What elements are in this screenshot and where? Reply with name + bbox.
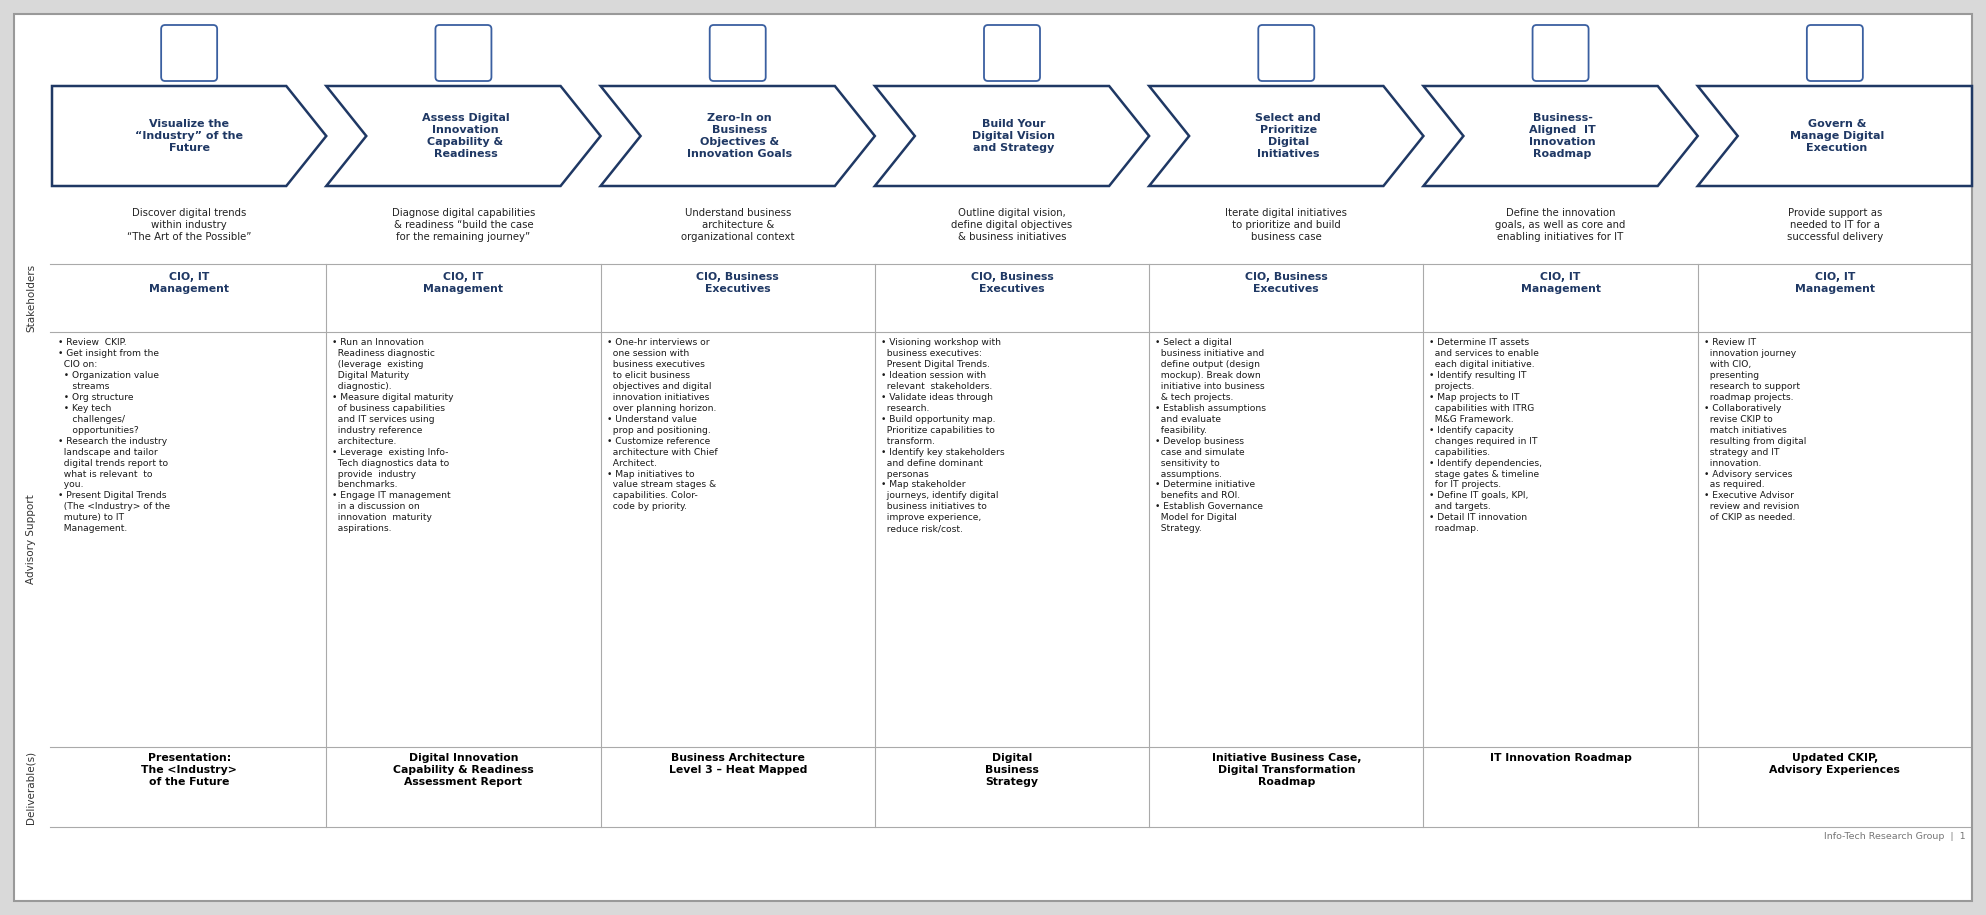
Text: • One-hr interviews or
  one session with
  business executives
  to elicit busi: • One-hr interviews or one session with …: [606, 338, 717, 511]
Text: • Review  CKIP.
• Get insight from the
  CIO on:
  • Organization value
     str: • Review CKIP. • Get insight from the CI…: [58, 338, 171, 533]
Text: CIO, Business
Executives: CIO, Business Executives: [971, 272, 1053, 295]
Text: Visualize the
“Industry” of the
Future: Visualize the “Industry” of the Future: [135, 119, 242, 153]
Text: Outline digital vision,
define digital objectives
& business initiatives: Outline digital vision, define digital o…: [951, 208, 1072, 242]
Text: Business-
Aligned  IT
Innovation
Roadmap: Business- Aligned IT Innovation Roadmap: [1529, 113, 1597, 159]
Polygon shape: [600, 86, 876, 186]
Text: Zero-In on
Business
Objectives &
Innovation Goals: Zero-In on Business Objectives & Innovat…: [687, 113, 792, 159]
Text: Iterate digital initiatives
to prioritize and build
business case: Iterate digital initiatives to prioritiz…: [1225, 208, 1347, 242]
Text: CIO, IT
Management: CIO, IT Management: [1521, 272, 1601, 295]
Text: Discover digital trends
within industry
“The Art of the Possible”: Discover digital trends within industry …: [127, 208, 252, 242]
Text: Understand business
architecture &
organizational context: Understand business architecture & organ…: [681, 208, 794, 242]
Text: Build Your
Digital Vision
and Strategy: Build Your Digital Vision and Strategy: [973, 119, 1055, 153]
Text: Define the innovation
goals, as well as core and
enabling initiatives for IT: Define the innovation goals, as well as …: [1495, 208, 1627, 242]
Text: CIO, Business
Executives: CIO, Business Executives: [697, 272, 779, 295]
Text: • Select a digital
  business initiative and
  define output (design
  mockup). : • Select a digital business initiative a…: [1156, 338, 1267, 533]
Text: Digital Innovation
Capability & Readiness
Assessment Report: Digital Innovation Capability & Readines…: [393, 753, 534, 787]
Text: Stakeholders: Stakeholders: [26, 264, 36, 332]
FancyBboxPatch shape: [14, 14, 1972, 901]
Text: IT Innovation Roadmap: IT Innovation Roadmap: [1490, 753, 1632, 763]
Text: Digital
Business
Strategy: Digital Business Strategy: [985, 753, 1039, 787]
Text: • Determine IT assets
  and services to enable
  each digital initiative.
• Iden: • Determine IT assets and services to en…: [1430, 338, 1543, 533]
Text: CIO, IT
Management: CIO, IT Management: [423, 272, 502, 295]
Text: Govern &
Manage Digital
Execution: Govern & Manage Digital Execution: [1789, 119, 1885, 153]
Text: Diagnose digital capabilities
& readiness “build the case
for the remaining jour: Diagnose digital capabilities & readines…: [391, 208, 534, 242]
Text: Updated CKIP,
Advisory Experiences: Updated CKIP, Advisory Experiences: [1770, 753, 1901, 775]
FancyBboxPatch shape: [983, 25, 1041, 81]
FancyBboxPatch shape: [709, 25, 767, 81]
FancyBboxPatch shape: [1807, 25, 1863, 81]
Text: CIO, IT
Management: CIO, IT Management: [1795, 272, 1875, 295]
FancyBboxPatch shape: [1533, 25, 1589, 81]
Text: Initiative Business Case,
Digital Transformation
Roadmap: Initiative Business Case, Digital Transf…: [1211, 753, 1360, 787]
Text: Assess Digital
Innovation
Capability &
Readiness: Assess Digital Innovation Capability & R…: [421, 113, 508, 159]
Polygon shape: [1150, 86, 1424, 186]
FancyBboxPatch shape: [1259, 25, 1315, 81]
Text: • Visioning workshop with
  business executives:
  Present Digital Trends.
• Ide: • Visioning workshop with business execu…: [882, 338, 1005, 533]
Polygon shape: [52, 86, 326, 186]
Polygon shape: [1698, 86, 1972, 186]
FancyBboxPatch shape: [161, 25, 216, 81]
Polygon shape: [326, 86, 600, 186]
Polygon shape: [1424, 86, 1698, 186]
Text: CIO, Business
Executives: CIO, Business Executives: [1245, 272, 1329, 295]
Text: • Review IT
  innovation journey
  with CIO,
  presenting
  research to support
: • Review IT innovation journey with CIO,…: [1704, 338, 1805, 522]
Text: Deliverable(s): Deliverable(s): [26, 750, 36, 824]
FancyBboxPatch shape: [435, 25, 491, 81]
Text: CIO, IT
Management: CIO, IT Management: [149, 272, 228, 295]
Polygon shape: [876, 86, 1150, 186]
Text: Advisory Support: Advisory Support: [26, 495, 36, 585]
Text: Info-Tech Research Group  |  1: Info-Tech Research Group | 1: [1825, 832, 1966, 841]
Text: Presentation:
The <Industry>
of the Future: Presentation: The <Industry> of the Futu…: [141, 753, 236, 787]
Text: Business Architecture
Level 3 – Heat Mapped: Business Architecture Level 3 – Heat Map…: [669, 753, 806, 775]
Text: Select and
Prioritize
Digital
Initiatives: Select and Prioritize Digital Initiative…: [1255, 113, 1321, 159]
Text: Provide support as
needed to IT for a
successful delivery: Provide support as needed to IT for a su…: [1787, 208, 1883, 242]
Text: • Run an Innovation
  Readiness diagnostic
  (leverage  existing
  Digital Matur: • Run an Innovation Readiness diagnostic…: [332, 338, 453, 533]
